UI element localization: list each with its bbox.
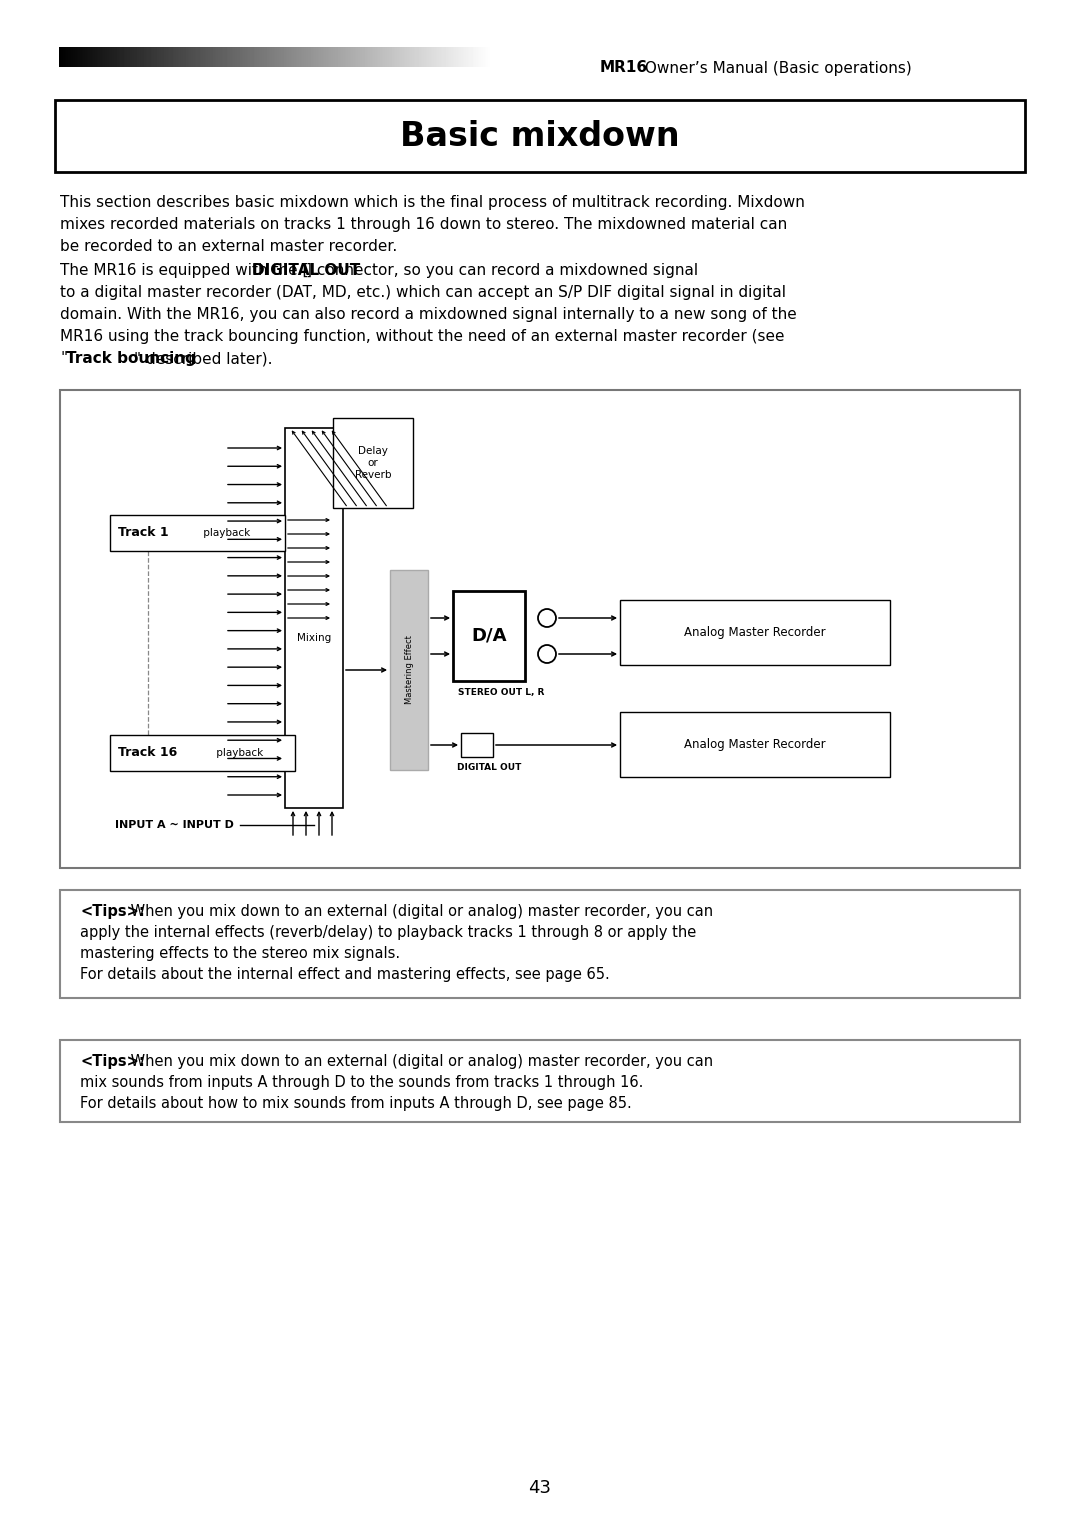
Text: apply the internal effects (reverb/delay) to playback tracks 1 through 8 or appl: apply the internal effects (reverb/delay… [80, 924, 697, 940]
Text: be recorded to an external master recorder.: be recorded to an external master record… [60, 238, 397, 254]
Text: " described later).: " described later). [135, 351, 273, 367]
Text: For details about the internal effect and mastering effects, see page 65.: For details about the internal effect an… [80, 967, 610, 983]
Text: D/A: D/A [471, 626, 507, 645]
Bar [620, 712, 890, 778]
Text: mixes recorded materials on tracks 1 through 16 down to stereo. The mixdowned ma: mixes recorded materials on tracks 1 thr… [60, 217, 787, 232]
Text: When you mix down to an external (digital or analog) master recorder, you can: When you mix down to an external (digita… [125, 1054, 713, 1070]
Bar [55, 99, 1025, 173]
Text: 43: 43 [528, 1479, 552, 1497]
Text: Mixing: Mixing [297, 633, 332, 643]
Text: MR16: MR16 [600, 61, 648, 75]
Text: ] connector, so you can record a mixdowned signal: ] connector, so you can record a mixdown… [306, 263, 698, 278]
Text: When you mix down to an external (digital or analog) master recorder, you can: When you mix down to an external (digita… [125, 905, 713, 918]
Text: Delay
or
Reverb: Delay or Reverb [354, 446, 391, 480]
Bar [110, 515, 285, 552]
Bar [110, 735, 295, 772]
Text: For details about how to mix sounds from inputs A through D, see page 85.: For details about how to mix sounds from… [80, 1096, 632, 1111]
Bar [453, 591, 525, 681]
Text: playback: playback [200, 529, 251, 538]
Bar [620, 601, 890, 665]
Text: Track bouncing: Track bouncing [66, 351, 195, 367]
Text: Track 16: Track 16 [118, 747, 177, 759]
Text: Basic mixdown: Basic mixdown [401, 119, 679, 153]
Text: Mastering Effect: Mastering Effect [405, 636, 414, 704]
Text: DIGITAL OUT: DIGITAL OUT [457, 762, 522, 772]
Text: The MR16 is equipped with the [: The MR16 is equipped with the [ [60, 263, 309, 278]
Text: mastering effects to the stereo mix signals.: mastering effects to the stereo mix sign… [80, 946, 400, 961]
Text: ": " [60, 351, 67, 367]
Text: <Tips>:: <Tips>: [80, 905, 145, 918]
Text: This section describes basic mixdown which is the final process of multitrack re: This section describes basic mixdown whi… [60, 196, 805, 209]
Text: Analog Master Recorder: Analog Master Recorder [685, 626, 826, 639]
Text: to a digital master recorder (DAT, MD, etc.) which can accept an S/P DIF digital: to a digital master recorder (DAT, MD, e… [60, 286, 786, 299]
Text: Analog Master Recorder: Analog Master Recorder [685, 738, 826, 750]
Text: Track 1: Track 1 [118, 527, 168, 539]
Text: Owner’s Manual (Basic operations): Owner’s Manual (Basic operations) [640, 61, 912, 75]
Circle shape [538, 645, 556, 663]
Text: INPUT A ~ INPUT D: INPUT A ~ INPUT D [114, 821, 234, 830]
Bar [60, 889, 1020, 998]
Bar [60, 390, 1020, 868]
Text: domain. With the MR16, you can also record a mixdowned signal internally to a ne: domain. With the MR16, you can also reco… [60, 307, 797, 322]
Text: MR16 using the track bouncing function, without the need of an external master r: MR16 using the track bouncing function, … [60, 329, 784, 344]
Circle shape [538, 610, 556, 626]
Text: mix sounds from inputs A through D to the sounds from tracks 1 through 16.: mix sounds from inputs A through D to th… [80, 1076, 644, 1089]
Bar [461, 733, 492, 756]
Bar [390, 570, 428, 770]
Text: STEREO OUT L, R: STEREO OUT L, R [458, 688, 544, 697]
Text: DIGITAL OUT: DIGITAL OUT [252, 263, 360, 278]
Text: playback: playback [213, 749, 264, 758]
Bar [60, 1041, 1020, 1122]
Bar [333, 419, 413, 507]
Text: <Tips>:: <Tips>: [80, 1054, 145, 1070]
Bar [285, 428, 343, 808]
